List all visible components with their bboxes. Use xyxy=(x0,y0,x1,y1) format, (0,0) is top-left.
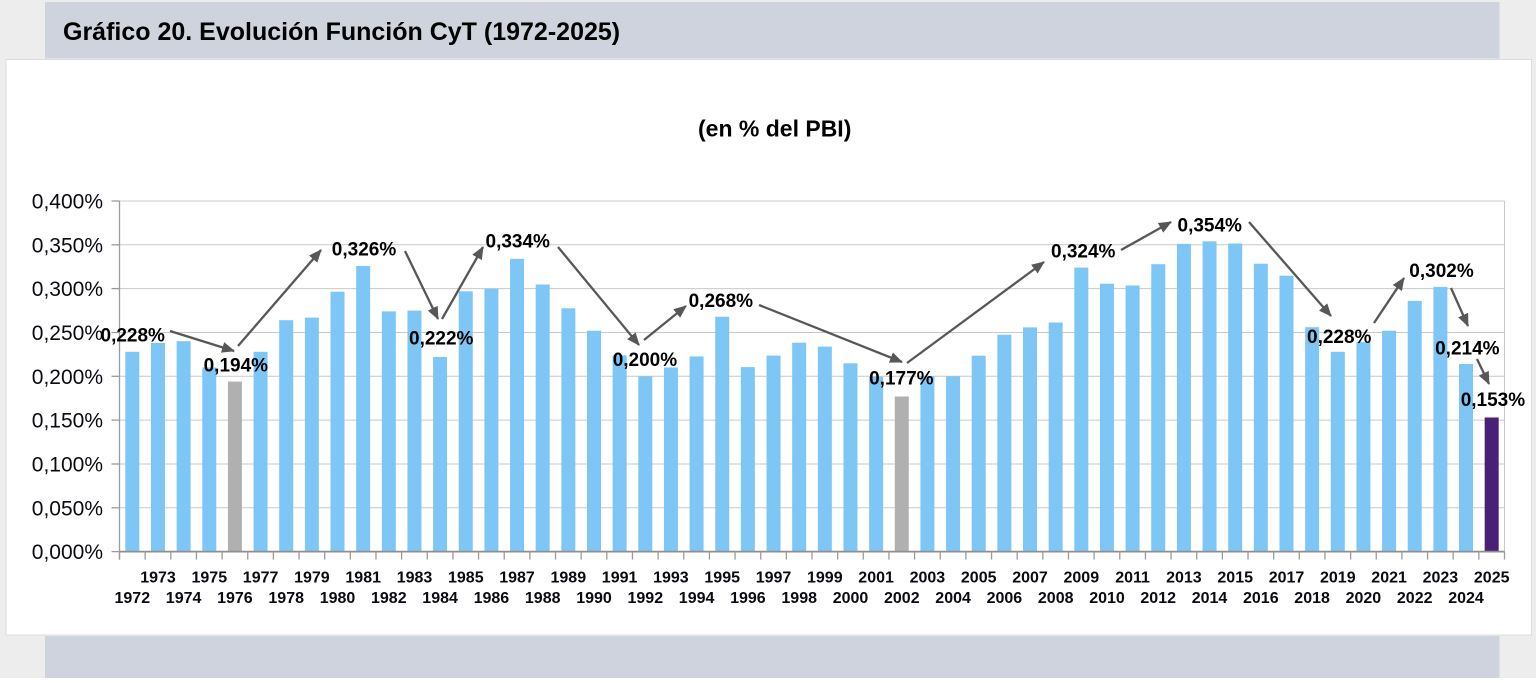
svg-text:2006: 2006 xyxy=(987,590,1023,607)
svg-text:2003: 2003 xyxy=(910,570,946,587)
svg-text:1991: 1991 xyxy=(602,570,638,587)
svg-text:2002: 2002 xyxy=(884,590,920,607)
svg-text:2020: 2020 xyxy=(1346,590,1382,607)
svg-text:1978: 1978 xyxy=(268,590,304,607)
svg-text:Gráfico 20. Evolución Función: Gráfico 20. Evolución Función CyT (1972-… xyxy=(63,18,620,46)
svg-text:0,268%: 0,268% xyxy=(689,291,754,312)
svg-text:1990: 1990 xyxy=(576,590,612,607)
svg-text:0,250%: 0,250% xyxy=(32,322,103,345)
svg-text:2004: 2004 xyxy=(935,590,971,607)
svg-text:2007: 2007 xyxy=(1012,570,1048,587)
svg-text:1986: 1986 xyxy=(474,590,510,607)
svg-text:1997: 1997 xyxy=(756,570,792,587)
svg-text:1985: 1985 xyxy=(448,570,484,587)
svg-text:1992: 1992 xyxy=(628,590,664,607)
svg-text:2000: 2000 xyxy=(833,590,869,607)
svg-text:1987: 1987 xyxy=(499,570,535,587)
svg-text:2022: 2022 xyxy=(1397,590,1433,607)
svg-text:2014: 2014 xyxy=(1192,590,1228,607)
svg-text:(en % del PBI): (en % del PBI) xyxy=(698,116,851,142)
svg-text:0,100%: 0,100% xyxy=(32,454,103,477)
svg-text:0,326%: 0,326% xyxy=(332,240,397,261)
svg-text:1996: 1996 xyxy=(730,590,766,607)
svg-text:0,200%: 0,200% xyxy=(613,350,678,371)
svg-text:0,300%: 0,300% xyxy=(32,278,103,301)
svg-text:2015: 2015 xyxy=(1217,570,1253,587)
svg-text:1988: 1988 xyxy=(525,590,561,607)
svg-text:1982: 1982 xyxy=(371,590,407,607)
svg-text:1973: 1973 xyxy=(140,570,176,587)
svg-text:1995: 1995 xyxy=(704,570,740,587)
svg-text:1980: 1980 xyxy=(320,590,356,607)
svg-text:0,228%: 0,228% xyxy=(1307,327,1372,348)
svg-text:2011: 2011 xyxy=(1115,570,1150,587)
svg-text:0,150%: 0,150% xyxy=(32,410,103,433)
svg-text:2016: 2016 xyxy=(1243,590,1279,607)
svg-text:1983: 1983 xyxy=(397,570,433,587)
svg-text:2024: 2024 xyxy=(1448,590,1484,607)
svg-text:2001: 2001 xyxy=(858,570,894,587)
svg-text:1993: 1993 xyxy=(653,570,689,587)
svg-text:0,400%: 0,400% xyxy=(32,191,103,214)
svg-text:2021: 2021 xyxy=(1371,570,1407,587)
svg-text:2005: 2005 xyxy=(961,570,997,587)
svg-text:1998: 1998 xyxy=(781,590,817,607)
svg-text:0,228%: 0,228% xyxy=(101,325,166,346)
svg-text:0,354%: 0,354% xyxy=(1178,216,1243,237)
svg-text:0,350%: 0,350% xyxy=(32,234,103,257)
svg-text:1984: 1984 xyxy=(422,590,458,607)
svg-text:0,222%: 0,222% xyxy=(409,329,474,350)
svg-text:0,324%: 0,324% xyxy=(1051,242,1116,263)
svg-text:2018: 2018 xyxy=(1294,590,1330,607)
svg-text:0,214%: 0,214% xyxy=(1435,339,1500,360)
svg-text:2009: 2009 xyxy=(1064,570,1100,587)
svg-text:2012: 2012 xyxy=(1140,590,1176,607)
svg-text:1981: 1981 xyxy=(345,570,381,587)
svg-text:2023: 2023 xyxy=(1423,570,1459,587)
svg-text:0,200%: 0,200% xyxy=(32,366,103,389)
svg-text:0,000%: 0,000% xyxy=(32,541,103,564)
svg-text:1979: 1979 xyxy=(294,570,330,587)
svg-text:0,050%: 0,050% xyxy=(32,497,103,520)
svg-text:2013: 2013 xyxy=(1166,570,1202,587)
svg-text:1974: 1974 xyxy=(166,590,202,607)
svg-text:2010: 2010 xyxy=(1089,590,1125,607)
svg-text:2008: 2008 xyxy=(1038,590,1074,607)
svg-text:1977: 1977 xyxy=(243,570,279,587)
svg-text:2025: 2025 xyxy=(1474,570,1510,587)
svg-text:0,334%: 0,334% xyxy=(486,232,551,253)
svg-text:2019: 2019 xyxy=(1320,570,1356,587)
svg-text:1972: 1972 xyxy=(115,590,151,607)
svg-text:0,302%: 0,302% xyxy=(1409,261,1474,282)
svg-text:0,194%: 0,194% xyxy=(204,355,269,376)
svg-text:0,153%: 0,153% xyxy=(1461,390,1526,411)
svg-text:0,177%: 0,177% xyxy=(869,369,934,390)
svg-text:1994: 1994 xyxy=(679,590,715,607)
svg-text:2017: 2017 xyxy=(1269,570,1305,587)
svg-text:1999: 1999 xyxy=(807,570,843,587)
svg-text:1989: 1989 xyxy=(551,570,587,587)
svg-text:1976: 1976 xyxy=(217,590,253,607)
svg-text:1975: 1975 xyxy=(192,570,228,587)
